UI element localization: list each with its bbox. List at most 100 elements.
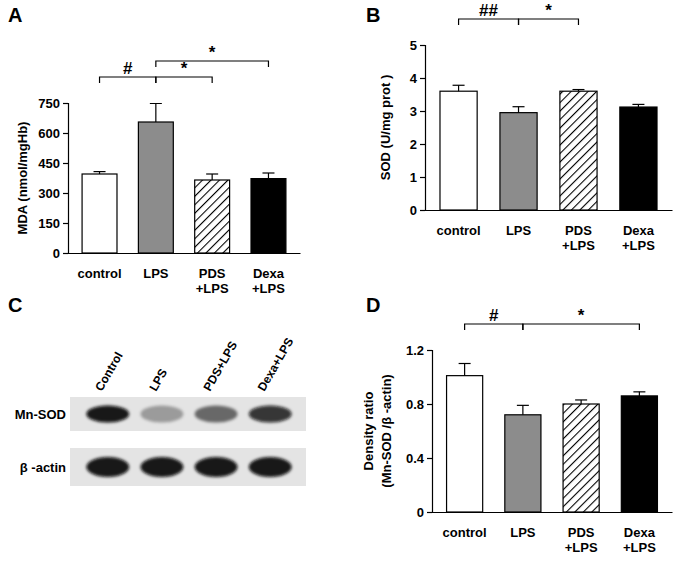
bar <box>440 91 477 210</box>
figure-svg: A0150300450600750controlLPSPDS+LPSDexa+L… <box>0 0 684 565</box>
error-cap <box>572 89 584 90</box>
y-tick: 0 <box>410 203 425 218</box>
y-tick-label: 3 <box>410 104 417 119</box>
significance-label: * <box>578 306 585 325</box>
y-tick-mark <box>420 111 425 112</box>
y-tick-mark <box>420 210 425 211</box>
y-tick-mark <box>63 223 68 224</box>
bar <box>560 91 597 210</box>
error-bar <box>633 392 645 396</box>
y-axis-title: (Mn-SOD /β -actin) <box>379 374 394 487</box>
panel-label: D <box>366 294 380 316</box>
bar <box>621 396 657 512</box>
significance-label: ## <box>479 1 498 20</box>
y-tick-label: 0 <box>417 505 424 520</box>
y-axis-title: SOD (U/mg prot ) <box>378 75 393 180</box>
y-tick-mark <box>427 512 432 513</box>
blot-band <box>86 405 129 422</box>
error-bar <box>513 107 525 113</box>
blot-band <box>195 405 238 422</box>
y-tick-label: 0 <box>410 203 417 218</box>
y-axis-line <box>420 46 426 211</box>
blot-band <box>140 405 183 422</box>
error-stem <box>212 174 213 180</box>
panel-label: A <box>8 4 22 26</box>
x-axis: controlLPSPDS+LPSDexa+LPS <box>69 253 301 296</box>
x-tick: control <box>437 210 481 238</box>
bar <box>500 113 537 210</box>
error-bar <box>572 90 584 92</box>
x-tick: Dexa+LPS <box>623 512 656 555</box>
error-bar <box>262 173 274 179</box>
y-tick-mark <box>427 458 432 459</box>
error-cap <box>206 173 218 174</box>
error-bar <box>459 364 471 376</box>
x-tick-label-line: control <box>443 525 487 540</box>
y-tick: 1.2 <box>406 343 432 358</box>
y-tick: 0.4 <box>406 451 432 466</box>
y-tick-label: 1 <box>410 170 417 185</box>
x-tick-label-line: control <box>437 223 481 238</box>
blot-band <box>249 405 292 422</box>
significance-label: * <box>209 43 216 62</box>
x-tick-label-line: LPS <box>506 223 532 238</box>
y-tick: 4 <box>410 71 425 86</box>
x-tick-label-line: +LPS <box>623 540 656 555</box>
x-tick-label: control <box>437 223 481 238</box>
error-stem <box>522 405 523 414</box>
error-cap <box>94 171 106 172</box>
error-bar <box>517 405 529 414</box>
x-axis-line <box>69 253 301 254</box>
x-tick: Dexa+LPS <box>622 210 655 253</box>
x-tick-label: Dexa+LPS <box>623 525 656 555</box>
y-tick: 0 <box>417 505 432 520</box>
y-tick-mark <box>63 103 68 104</box>
y-tick: 0.8 <box>406 397 432 412</box>
x-tick-label: Dexa+LPS <box>622 223 655 253</box>
bar-panel: B012345controlLPSPDS+LPSDexa+LPSSOD (U/m… <box>366 1 673 253</box>
y-tick-label: 0.8 <box>406 397 424 412</box>
error-cap <box>459 363 471 364</box>
y-tick-label: 750 <box>38 96 60 111</box>
significance-label: * <box>181 59 188 78</box>
y-tick-mark <box>420 45 425 46</box>
y-axis: 0 0.4 0.8 1.2 <box>406 343 433 520</box>
x-tick-label-line: +LPS <box>622 238 655 253</box>
marks <box>440 85 657 210</box>
y-tick: 3 <box>410 104 425 119</box>
blot-band <box>249 457 292 477</box>
row-label: β -actin <box>20 460 66 475</box>
y-tick-mark <box>420 144 425 145</box>
x-tick: control <box>443 512 487 540</box>
error-cap <box>150 103 162 104</box>
x-tick-label: LPS <box>510 525 536 540</box>
x-tick-label: LPS <box>506 223 532 238</box>
y-axis: 0150300450600750 <box>38 96 68 261</box>
y-tick-label: 300 <box>38 186 60 201</box>
x-tick: PDS+LPS <box>562 210 595 253</box>
x-tick-label: Dexa+LPS <box>252 266 285 296</box>
y-tick-mark <box>427 404 432 405</box>
error-cap <box>632 104 644 105</box>
y-axis: 012345 <box>410 38 426 218</box>
y-tick-label: 5 <box>410 38 417 53</box>
error-stem <box>581 400 582 404</box>
marks <box>82 103 286 253</box>
y-tick-mark <box>63 133 68 134</box>
blot-panel: CControlLPSPDS+LPSDexa+LPSMn-SODβ -actin <box>8 294 306 486</box>
x-tick-label-line: LPS <box>510 525 536 540</box>
blot-strip <box>70 448 306 486</box>
x-tick-label-line: LPS <box>143 266 169 281</box>
error-stem <box>268 173 269 179</box>
bar <box>620 107 657 210</box>
y-tick: 600 <box>38 126 68 141</box>
x-tick-label-line: PDS <box>568 525 595 540</box>
x-tick-label: PDS+LPS <box>196 266 229 296</box>
significance-label: * <box>545 1 552 20</box>
y-axis-line <box>63 104 69 254</box>
x-tick: PDS+LPS <box>565 512 598 555</box>
significance-label: # <box>123 59 133 78</box>
y-tick-label: 600 <box>38 126 60 141</box>
bar <box>505 415 541 512</box>
error-stem <box>464 364 465 376</box>
